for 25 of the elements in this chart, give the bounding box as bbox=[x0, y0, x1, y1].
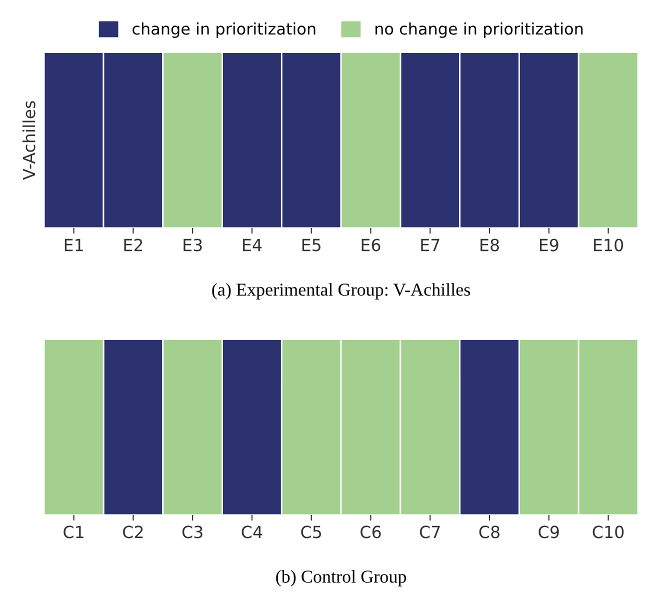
x-tick-label: C8 bbox=[479, 526, 500, 538]
x-tick-label: C7 bbox=[420, 526, 440, 538]
x-tick-label: E10 bbox=[594, 238, 624, 252]
text: (a) Experimental Group: V-Achilles bbox=[212, 283, 470, 300]
x-tick-label: E1 bbox=[64, 238, 83, 252]
x-tick-label: C10 bbox=[592, 526, 624, 538]
x-tick-label: C1 bbox=[64, 526, 84, 538]
x-tick-label: E3 bbox=[184, 238, 202, 252]
x-tick-label: E4 bbox=[243, 238, 262, 252]
x-tick-label: C4 bbox=[242, 526, 262, 538]
x-tick-label: C3 bbox=[182, 526, 202, 538]
x-tick-label: E8 bbox=[480, 238, 499, 252]
x-tick-label: E6 bbox=[362, 238, 380, 252]
legend-label: no change in prioritization bbox=[376, 22, 583, 38]
x-tick-label: E2 bbox=[124, 238, 142, 252]
x-tick-label: E9 bbox=[540, 238, 558, 252]
x-tick-label: E7 bbox=[421, 238, 440, 252]
y-axis-title: V-Achilles bbox=[22, 101, 36, 180]
x-tick-label: C2 bbox=[123, 526, 143, 538]
x-tick-label: C6 bbox=[360, 526, 381, 538]
x-tick-label: C9 bbox=[538, 526, 559, 538]
legend-label: change in prioritization bbox=[132, 22, 316, 38]
x-tick-label: C5 bbox=[301, 526, 322, 538]
x-tick-label: E5 bbox=[302, 238, 320, 252]
text: (b) Control Group bbox=[276, 570, 406, 586]
